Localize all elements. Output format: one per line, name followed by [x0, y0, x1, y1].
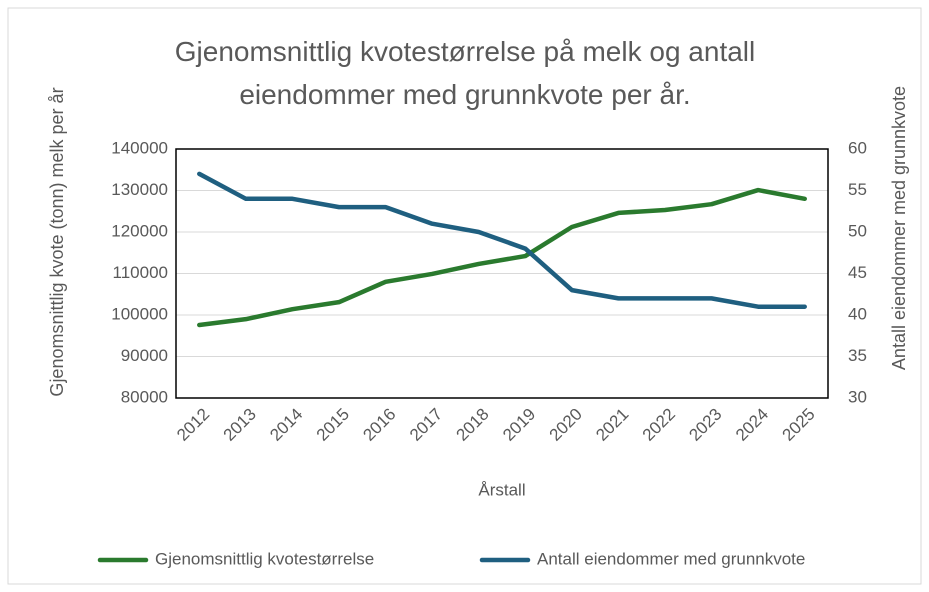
y-tick-label: 100000	[111, 304, 168, 323]
y-tick-label: 80000	[121, 387, 168, 406]
y-axis-label: Gjenomsnittlig kvote (tonn) melk per år	[47, 87, 67, 396]
x-tick-label: 2016	[359, 405, 399, 445]
chart-title: Gjenomsnittlig kvotestørrelse på melk og…	[174, 36, 756, 110]
x-tick-label: 2024	[732, 405, 772, 445]
y-tick-label: 110000	[113, 263, 168, 282]
x-axis-label: Årstall	[478, 480, 525, 499]
y2-tick-label: 35	[848, 346, 867, 365]
y2-tick-label: 50	[848, 221, 867, 240]
plot-border	[175, 148, 829, 399]
x-tick-label: 2022	[639, 405, 679, 445]
y-tick-label: 140000	[111, 138, 168, 157]
x-tick-label: 2025	[779, 405, 819, 445]
y2-tick-label: 30	[848, 387, 867, 406]
y2-axis-label: Antall eiendommer med grunnkvote	[889, 86, 909, 370]
x-tick-label: 2020	[546, 405, 586, 445]
y-tick-label: 90000	[121, 346, 168, 365]
x-tick-label: 2014	[266, 405, 306, 445]
chart-frame	[7, 7, 922, 585]
x-tick-label: 2013	[220, 405, 260, 445]
y-tick-label: 130000	[111, 180, 168, 199]
x-tick-label: 2023	[685, 405, 725, 445]
x-tick-label: 2017	[406, 405, 446, 445]
y2-tick-label: 55	[848, 180, 867, 199]
x-tick-label: 2021	[592, 405, 632, 445]
line-series	[197, 171, 807, 309]
line-series	[197, 187, 807, 328]
legend-label: Gjenomsnittlig kvotestørrelse	[155, 549, 374, 568]
x-tick-label: 2018	[453, 405, 493, 445]
x-tick-label: 2012	[173, 405, 213, 445]
x-tick-label: 2015	[313, 405, 353, 445]
y2-tick-label: 45	[848, 263, 867, 282]
y2-tick-label: 40	[848, 304, 867, 323]
x-tick-label: 2019	[499, 405, 539, 445]
y2-tick-label: 60	[848, 138, 867, 157]
y-tick-label: 120000	[111, 221, 168, 240]
legend-label: Antall eiendommer med grunnkvote	[537, 549, 805, 568]
